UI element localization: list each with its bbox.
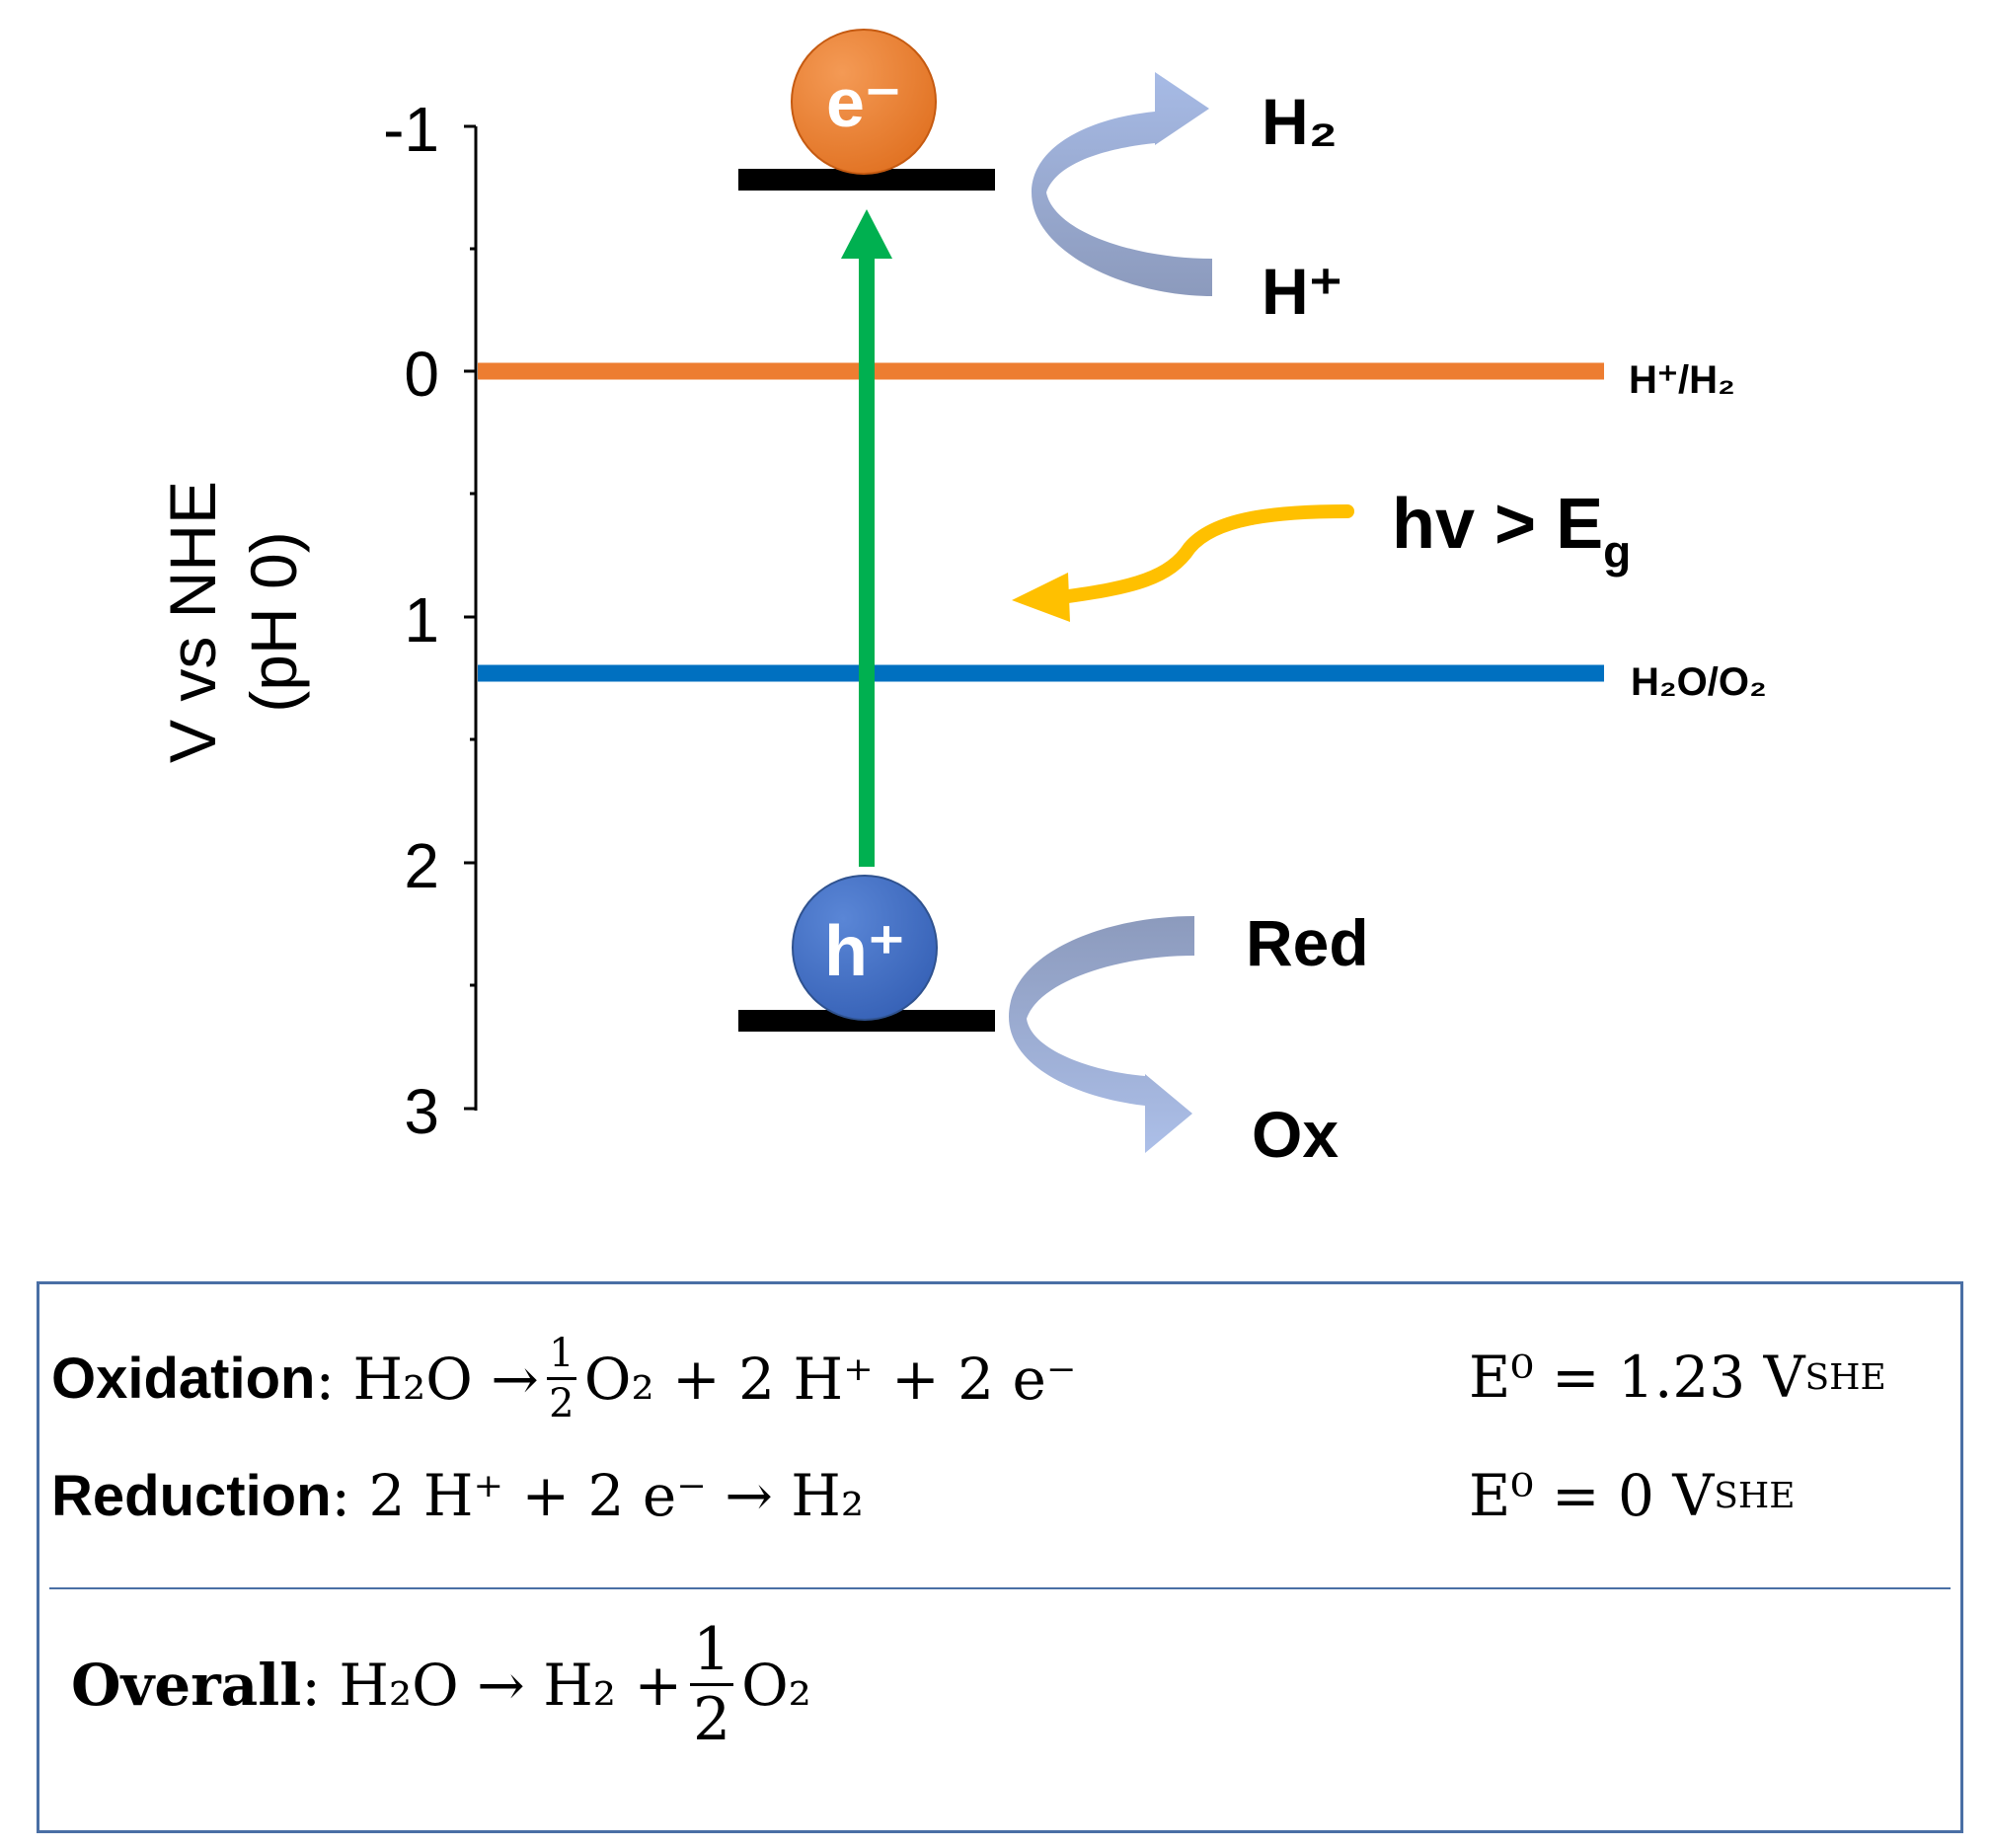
- tick-label: -1: [383, 94, 439, 165]
- oxidation-lhs: H₂O: [352, 1345, 473, 1413]
- light-label: hv > Eg: [1392, 485, 1631, 578]
- overall-rhs-b: O₂: [741, 1651, 811, 1719]
- reduction-curl-arrow: [1032, 72, 1212, 296]
- electron-label: e⁻: [826, 64, 901, 141]
- axis-title: V vs NHE: [156, 481, 229, 763]
- axis-subtitle: (pH 0): [237, 531, 310, 712]
- excitation-arrow: [841, 209, 892, 867]
- reduction-potential-sub: SHE: [1714, 1475, 1796, 1516]
- oxidation-fraction: 1 2: [546, 1331, 576, 1426]
- top-reactant-label: H⁺: [1262, 255, 1343, 328]
- overall-rhs-a: H₂ +: [543, 1651, 683, 1719]
- oxidation-equation: Oxidation: H₂O → 1 2 O₂ + 2 H⁺ + 2 e⁻: [51, 1331, 1077, 1426]
- tick-label: 2: [404, 830, 439, 901]
- fraction-numerator: 1: [692, 1615, 731, 1684]
- band-diagram: -1 0 1 2 3 V vs NHE (pH 0) H⁺/H₂ H₂O/O₂ …: [156, 29, 1767, 1171]
- oxidation-potential-value: E⁰ = 1.23 V: [1469, 1344, 1805, 1411]
- potential-axis: -1 0 1 2 3 V vs NHE (pH 0): [156, 94, 478, 1147]
- reduction-potential: E⁰ = 0 V SHE: [1469, 1462, 1796, 1529]
- light-arrow: [1012, 504, 1354, 622]
- reduction-body: 2 H⁺ + 2 e⁻ → H₂: [368, 1462, 865, 1529]
- oxidation-curl-arrow: [1009, 916, 1194, 1153]
- reduction-equation: Reduction: 2 H⁺ + 2 e⁻ → H₂: [51, 1462, 865, 1529]
- tick-label: 0: [404, 339, 439, 410]
- h-h2-level-label: H⁺/H₂: [1629, 358, 1735, 402]
- overall-fraction: 1 2: [690, 1615, 734, 1754]
- reduction-potential-value: E⁰ = 0 V: [1469, 1462, 1715, 1529]
- h2o-o2-level-label: H₂O/O₂: [1631, 660, 1767, 704]
- overall-equation: Overall: H₂O → H₂ + 1 2 O₂: [71, 1615, 811, 1754]
- fraction-numerator: 1: [549, 1331, 574, 1376]
- oxidation-potential-sub: SHE: [1804, 1356, 1886, 1398]
- equation-divider: [49, 1587, 1951, 1589]
- overall-lhs: H₂O: [339, 1651, 459, 1719]
- equations-box: Oxidation: H₂O → 1 2 O₂ + 2 H⁺ + 2 e⁻ E⁰…: [37, 1281, 1963, 1833]
- oxidation-label: Oxidation: [51, 1347, 316, 1411]
- tick-label: 1: [404, 584, 439, 655]
- oxidation-potential: E⁰ = 1.23 V SHE: [1469, 1344, 1886, 1411]
- axis-ticks: [464, 124, 476, 1111]
- light-label-subscript: g: [1603, 526, 1631, 578]
- top-product-label: H₂: [1262, 85, 1338, 158]
- hole-particle: [792, 875, 938, 1021]
- fraction-denominator: 2: [549, 1381, 574, 1426]
- reduction-label: Reduction: [51, 1463, 332, 1528]
- fraction-denominator: 2: [692, 1685, 731, 1754]
- light-label-main: hv > E: [1392, 485, 1603, 564]
- tick-label: 3: [404, 1076, 439, 1147]
- hole-label: h⁺: [824, 912, 905, 991]
- electron-particle: [791, 29, 937, 175]
- bottom-reactant-label: Red: [1246, 906, 1369, 979]
- bottom-product-label: Ox: [1252, 1098, 1339, 1171]
- oxidation-rhs: O₂ + 2 H⁺ + 2 e⁻: [583, 1345, 1077, 1413]
- overall-label: Overall: [71, 1651, 302, 1719]
